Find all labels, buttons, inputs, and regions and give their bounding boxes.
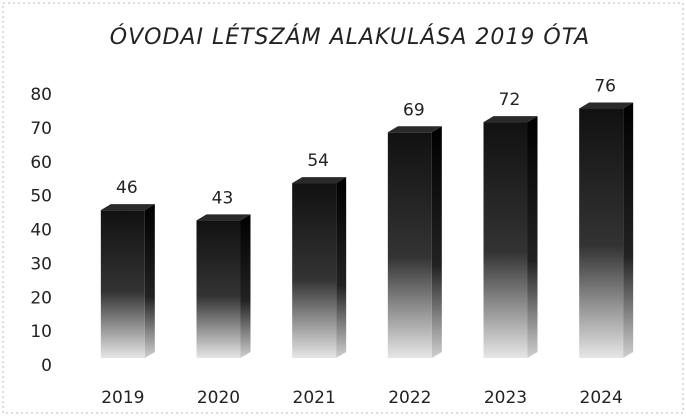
y-tick-label: 70 [30, 119, 52, 139]
data-label: 43 [212, 188, 234, 208]
chart-title: ÓVODAI LÉTSZÁM ALAKULÁSA 2019 ÓTA [110, 24, 590, 50]
data-label: 76 [594, 77, 616, 97]
y-tick-label: 60 [30, 153, 52, 173]
y-tick-label: 80 [30, 85, 52, 105]
bar [387, 132, 432, 358]
bar-side [623, 102, 634, 358]
data-label: 69 [403, 100, 425, 120]
data-label: 46 [116, 178, 138, 198]
bar [100, 210, 145, 358]
x-tick-label: 2021 [293, 388, 336, 408]
x-tick-label: 2024 [580, 388, 623, 408]
bar-top [196, 214, 251, 221]
bar-top [387, 126, 442, 133]
x-tick-label: 2023 [484, 388, 527, 408]
data-label: 72 [499, 90, 521, 110]
x-tick-label: 2019 [101, 388, 144, 408]
bar-side [431, 126, 442, 358]
x-tick-label: 2020 [197, 388, 240, 408]
bar-side [240, 214, 251, 358]
data-label: 54 [307, 151, 329, 171]
bar-top [483, 116, 538, 123]
bar-side [144, 204, 155, 358]
y-tick-label: 20 [30, 288, 52, 308]
bar-top [292, 177, 347, 184]
bar-top [579, 102, 634, 109]
bar [579, 108, 624, 358]
y-tick-label: 40 [30, 221, 52, 241]
bar [196, 220, 241, 358]
bar [483, 122, 528, 358]
y-tick-label: 50 [30, 187, 52, 207]
y-tick-label: 30 [30, 254, 52, 274]
bar-side [336, 177, 347, 358]
bar-top [100, 204, 155, 211]
bar-side [527, 116, 538, 358]
y-tick-label: 0 [41, 356, 52, 376]
bar [292, 183, 337, 358]
x-tick-label: 2022 [388, 388, 431, 408]
y-tick-label: 10 [30, 322, 52, 342]
